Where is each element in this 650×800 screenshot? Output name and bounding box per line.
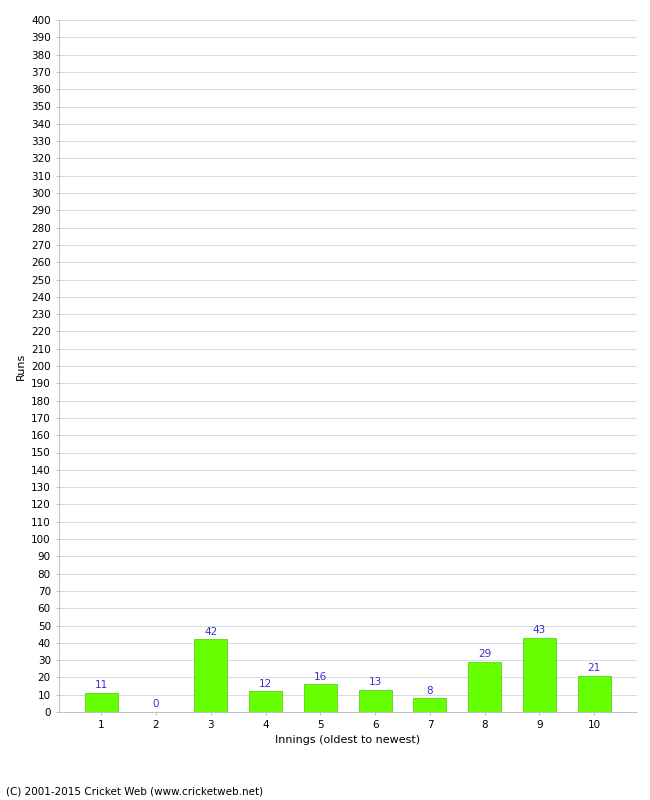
Text: 29: 29 [478,650,491,659]
Bar [523,638,556,712]
Bar [84,693,118,712]
Y-axis label: Runs: Runs [16,352,25,380]
Text: 12: 12 [259,678,272,689]
Text: 16: 16 [314,672,327,682]
Bar [249,691,282,712]
Bar [413,698,447,712]
Text: 8: 8 [426,686,434,695]
Bar [304,684,337,712]
Text: 13: 13 [369,677,382,687]
Bar [359,690,391,712]
Bar [194,639,228,712]
Text: 21: 21 [588,663,601,673]
Bar [578,676,611,712]
Text: 43: 43 [533,625,546,635]
X-axis label: Innings (oldest to newest): Innings (oldest to newest) [275,735,421,745]
Text: 11: 11 [95,680,108,690]
Text: (C) 2001-2015 Cricket Web (www.cricketweb.net): (C) 2001-2015 Cricket Web (www.cricketwe… [6,786,264,796]
Text: 0: 0 [153,699,159,710]
Bar [468,662,501,712]
Text: 42: 42 [204,626,217,637]
